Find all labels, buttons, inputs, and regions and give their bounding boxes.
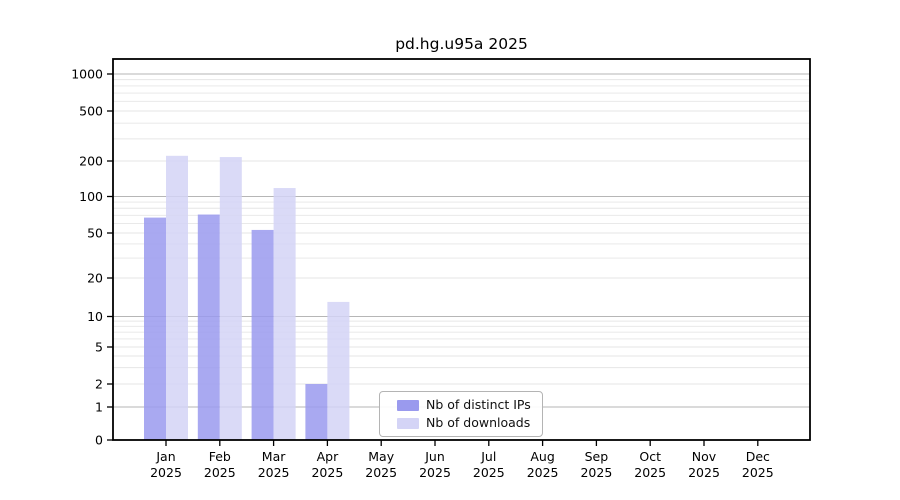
chart-legend: Nb of distinct IPs Nb of downloads <box>379 391 543 437</box>
x-tick-label-month: Oct <box>639 449 661 464</box>
y-tick-label: 1 <box>95 400 103 415</box>
x-tick-label-year: 2025 <box>365 465 397 480</box>
x-tick-label-month: Mar <box>262 449 286 464</box>
y-tick-label: 1000 <box>71 67 103 82</box>
bar-downloads <box>219 157 242 440</box>
x-tick-label-month: Jan <box>155 449 175 464</box>
legend-item-distinct-ips: Nb of distinct IPs <box>397 396 536 414</box>
x-tick-label-month: Jun <box>424 449 445 464</box>
x-tick-label-year: 2025 <box>150 465 182 480</box>
bar-distinct-ips <box>197 214 220 440</box>
y-tick-label: 50 <box>87 226 103 241</box>
x-tick-label-month: Nov <box>692 449 717 464</box>
legend-swatch <box>397 417 419 429</box>
x-tick-label-month: Aug <box>530 449 554 464</box>
x-tick-label-year: 2025 <box>419 465 451 480</box>
x-tick-label-month: Sep <box>585 449 609 464</box>
x-tick-label-year: 2025 <box>742 465 774 480</box>
x-tick-label-year: 2025 <box>204 465 236 480</box>
y-tick-label: 100 <box>79 189 103 204</box>
x-tick-label-month: Feb <box>209 449 231 464</box>
x-tick-label-month: Jul <box>480 449 496 464</box>
y-tick-label: 5 <box>95 340 103 355</box>
x-tick-label-month: Dec <box>746 449 770 464</box>
y-tick-label: 10 <box>87 309 103 324</box>
bar-distinct-ips <box>251 229 274 440</box>
bar-downloads <box>327 301 350 440</box>
x-tick-label-year: 2025 <box>580 465 612 480</box>
plot-spines <box>112 58 811 441</box>
y-tick-label: 500 <box>79 104 103 119</box>
x-tick-label-year: 2025 <box>311 465 343 480</box>
bar-downloads <box>273 188 296 440</box>
x-tick-label-year: 2025 <box>527 465 559 480</box>
bar-downloads <box>166 155 188 440</box>
legend-item-downloads: Nb of downloads <box>397 414 536 432</box>
y-tick-label: 20 <box>87 271 103 286</box>
y-tick-label: 2 <box>95 377 103 392</box>
x-tick-label-month: May <box>368 449 394 464</box>
x-tick-label-month: Apr <box>317 449 339 464</box>
legend-label: Nb of downloads <box>426 415 531 430</box>
x-tick-label-year: 2025 <box>634 465 666 480</box>
y-tick-label: 200 <box>79 154 103 169</box>
x-tick-label-year: 2025 <box>688 465 720 480</box>
bar-distinct-ips <box>305 384 328 440</box>
legend-swatch <box>397 399 419 411</box>
bar-distinct-ips <box>144 217 166 440</box>
legend-label: Nb of distinct IPs <box>426 397 531 412</box>
y-tick-label: 0 <box>95 433 103 448</box>
x-tick-label-year: 2025 <box>258 465 290 480</box>
x-tick-label-year: 2025 <box>473 465 505 480</box>
chart-title: pd.hg.u95a 2025 <box>395 35 528 53</box>
